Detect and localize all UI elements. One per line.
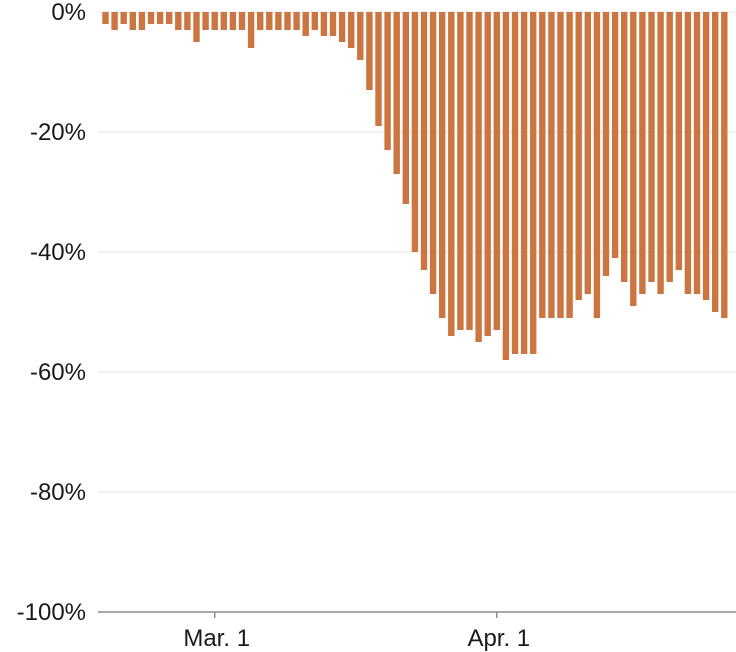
bar <box>557 12 564 318</box>
y-tick-label: -100% <box>17 599 86 626</box>
bar <box>266 12 273 30</box>
bar <box>284 12 291 30</box>
bar <box>566 12 573 318</box>
bar <box>120 12 127 24</box>
y-tick-label: -40% <box>30 239 86 266</box>
bar <box>684 12 692 294</box>
x-axis-labels: Mar. 1 Apr. 1 <box>183 625 530 652</box>
bar <box>439 12 446 318</box>
bar <box>548 12 555 318</box>
bar <box>147 12 155 24</box>
bar <box>338 12 346 42</box>
bar <box>721 12 728 318</box>
bar <box>193 12 200 42</box>
bar <box>366 12 373 90</box>
bar <box>202 12 209 30</box>
bar <box>475 12 482 342</box>
bar <box>402 12 409 204</box>
bar <box>238 12 246 30</box>
bar <box>520 12 528 354</box>
bar <box>666 12 673 282</box>
bar <box>530 12 537 354</box>
x-axis <box>98 611 736 618</box>
bar <box>184 12 191 30</box>
bar <box>102 12 109 24</box>
bar <box>712 12 719 312</box>
bar <box>302 12 309 36</box>
bar <box>648 12 655 282</box>
bar <box>448 12 455 336</box>
bar <box>384 12 391 150</box>
bar <box>584 12 591 294</box>
bar <box>111 12 118 30</box>
bar <box>675 12 682 270</box>
bar <box>393 12 400 174</box>
bar <box>138 12 146 30</box>
bar <box>247 12 255 48</box>
bar <box>320 12 328 36</box>
bar <box>621 12 628 282</box>
bar <box>229 12 237 30</box>
bar <box>630 12 637 306</box>
x-tick-label: Apr. 1 <box>467 625 530 652</box>
bar <box>348 12 355 48</box>
bar <box>639 12 646 294</box>
bar <box>156 12 164 24</box>
bar <box>175 12 182 30</box>
bar <box>457 12 464 330</box>
y-tick-label: -60% <box>30 359 86 386</box>
bar <box>166 12 173 24</box>
bar <box>493 12 500 330</box>
bar <box>257 12 264 30</box>
bar <box>611 12 619 258</box>
bar <box>539 12 546 318</box>
bar <box>375 12 382 126</box>
y-tick-label: 0% <box>51 0 86 26</box>
bar <box>511 12 519 354</box>
y-tick-label: -20% <box>30 119 86 146</box>
bar <box>693 12 701 294</box>
bar <box>702 12 710 300</box>
bar <box>575 12 582 300</box>
bar <box>466 12 473 330</box>
bar <box>593 12 601 318</box>
bar <box>311 12 318 30</box>
bar <box>657 12 664 294</box>
bar <box>411 12 419 252</box>
x-tick-label: Mar. 1 <box>183 625 250 652</box>
bar <box>220 12 227 30</box>
bar <box>484 12 491 336</box>
bar <box>420 12 428 270</box>
bars <box>102 12 728 360</box>
bar <box>275 12 282 30</box>
bar <box>129 12 136 30</box>
y-axis-labels: 0% -20% -40% -60% -80% -100% <box>17 0 86 626</box>
bar <box>211 12 218 30</box>
bar <box>329 12 337 36</box>
bar <box>357 12 364 60</box>
bar <box>293 12 300 30</box>
bar <box>602 12 610 276</box>
bar <box>429 12 437 294</box>
bar <box>502 12 510 360</box>
y-tick-label: -80% <box>30 479 86 506</box>
